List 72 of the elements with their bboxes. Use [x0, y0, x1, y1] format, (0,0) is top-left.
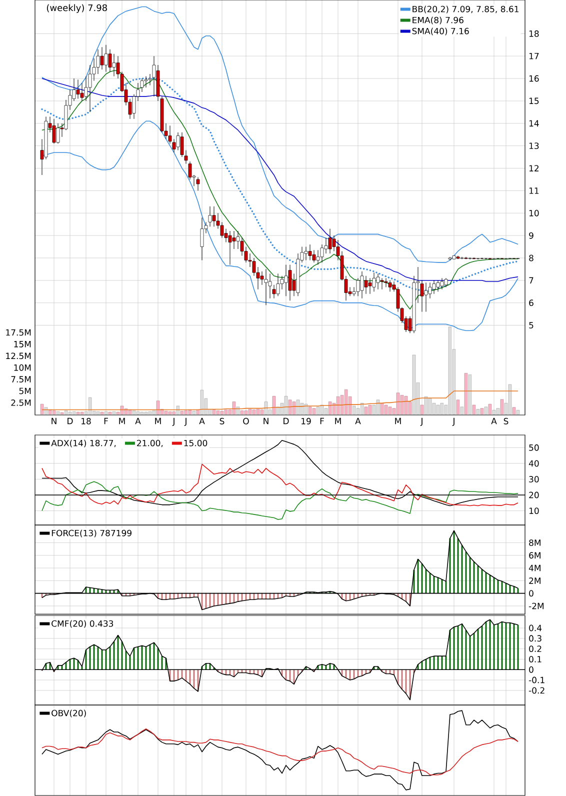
y-tick-label: 2M [529, 578, 540, 584]
y-tick-label: 10 [529, 210, 539, 216]
y-tick-label: 0.3 [529, 635, 542, 642]
y-tick-label: 40 [528, 460, 539, 467]
y-tick-label: -2M [528, 602, 544, 610]
legend-label: 21.00, [137, 440, 163, 448]
x-tick-label: J [172, 418, 174, 426]
x-tick-label: N [52, 418, 56, 424]
x-tick-label: J [452, 418, 454, 426]
y-tick-label: 0 [529, 590, 534, 597]
y-tick-label: 15M [14, 341, 31, 348]
x-tick-label: O [243, 418, 249, 424]
y-tick-label: 12 [529, 165, 539, 172]
y-tick-label: 5M [19, 388, 31, 394]
x-tick-label: A [135, 418, 141, 424]
y-tick-label: 12.5M [6, 352, 31, 360]
x-tick-label: D [284, 418, 289, 424]
y-tick-label: 10M [14, 364, 31, 371]
y-tick-label: 11 [529, 188, 539, 194]
x-tick-label: 18 [82, 418, 91, 424]
x-tick-label: J [420, 418, 422, 426]
y-tick-label: 2.5M [11, 399, 31, 406]
y-tick-label: 14 [529, 120, 539, 126]
y-tick-label: 4M [528, 564, 540, 572]
legend-label: FORCE(13) 787199 [52, 530, 132, 538]
x-tick-label: F [104, 418, 108, 424]
x-tick-label: 19 [302, 418, 311, 424]
x-tick-label: A [355, 418, 361, 424]
x-tick-label: M [395, 418, 401, 424]
y-tick-label: 8 [529, 254, 534, 262]
legend-label: ADX(14) 18.77, [51, 440, 116, 448]
x-tick-label: A [199, 418, 205, 424]
x-tick-label: M [155, 418, 161, 424]
y-tick-label: 7.5M [11, 376, 31, 382]
y-tick-label: 30 [529, 476, 539, 482]
x-tick-label: A [491, 418, 497, 424]
y-tick-label: 13 [529, 142, 539, 150]
x-tick-label: D [68, 418, 73, 424]
y-tick-label: 16 [529, 75, 539, 82]
legend-label: BB(20,2) 7.09, 7.85, 8.61 [412, 6, 518, 14]
x-tick-label: J [184, 418, 186, 426]
x-tick-label: F [320, 418, 324, 424]
y-tick-label: 6 [529, 300, 534, 306]
x-tick-label: S [220, 418, 224, 424]
y-tick-label: 17 [529, 52, 539, 60]
legend-label: CMF(20) 0.433 [52, 620, 114, 628]
y-tick-label: -0.2 [528, 687, 544, 694]
legend-label: SMA(40) 7.16 [412, 28, 469, 36]
y-tick-label: 6M [529, 552, 540, 559]
y-tick-label: 17.5M [6, 329, 31, 336]
y-tick-label: 15 [529, 98, 539, 104]
y-tick-label: 18 [529, 30, 539, 37]
y-tick-label: 50 [529, 444, 539, 451]
y-tick-label: 7 [529, 277, 534, 284]
x-tick-label: M [335, 418, 341, 424]
legend-label: OBV(20) [52, 710, 86, 718]
chart-title: (weekly) 7.98 [46, 4, 107, 13]
y-tick-label: 0.2 [529, 646, 542, 652]
legend-label: EMA(8) 7.96 [412, 16, 464, 24]
legend-label: 15.00 [184, 440, 208, 446]
y-tick-label: -0.1 [528, 676, 544, 684]
y-tick-label: 0 [529, 666, 534, 673]
y-tick-label: 0.4 [529, 624, 542, 632]
x-tick-label: S [504, 418, 508, 424]
y-tick-label: 8M [529, 540, 540, 546]
y-tick-label: 5 [529, 322, 534, 328]
y-tick-label: 10 [529, 508, 539, 514]
x-tick-label: N [264, 418, 268, 424]
y-tick-label: 20 [529, 492, 539, 498]
x-tick-label: M [119, 418, 125, 424]
y-tick-label: 0.1 [529, 656, 542, 662]
y-tick-label: 9 [529, 232, 534, 239]
